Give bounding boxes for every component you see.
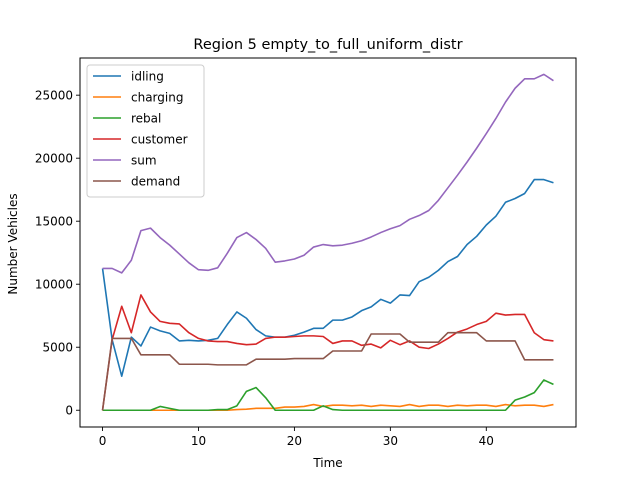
- legend-label: rebal: [131, 112, 161, 126]
- series-line-customer: [101, 294, 554, 411]
- x-tick-label: 10: [191, 434, 206, 448]
- legend-label: idling: [131, 70, 164, 84]
- chart-title: Region 5 empty_to_full_uniform_distr: [193, 37, 462, 53]
- y-axis-label: Number Vehicles: [6, 193, 20, 294]
- plot-lines: [101, 73, 554, 412]
- y-tick-label: 15000: [35, 215, 73, 229]
- x-tick-label: 0: [99, 434, 107, 448]
- y-tick-label: 0: [65, 404, 73, 418]
- y-tick-label: 10000: [35, 278, 73, 292]
- legend-label: sum: [131, 154, 157, 168]
- x-tick-label: 20: [287, 434, 302, 448]
- x-tick-label: 40: [479, 434, 494, 448]
- legend-label: charging: [131, 91, 183, 105]
- legend-label: demand: [131, 175, 180, 189]
- y-tick-label: 25000: [35, 89, 73, 103]
- legend-box: [86, 64, 205, 198]
- series-line-sum: [102, 73, 554, 274]
- x-tick-label: 30: [383, 434, 398, 448]
- legend: idling charging rebal customer sum demand: [86, 64, 205, 198]
- legend-label: customer: [131, 133, 188, 147]
- y-tick-label: 20000: [35, 152, 73, 166]
- plot-frame: [79, 57, 577, 428]
- y-tick-label: 5000: [42, 341, 73, 355]
- x-axis-label: Time: [312, 456, 342, 470]
- series-line-rebal: [102, 379, 554, 412]
- axis-ticks: 0 10 20 30 40 0 5000 10000 15000 20000 25000: [35, 89, 494, 448]
- series-line-idling: [101, 178, 554, 378]
- series-line-demand: [101, 331, 554, 411]
